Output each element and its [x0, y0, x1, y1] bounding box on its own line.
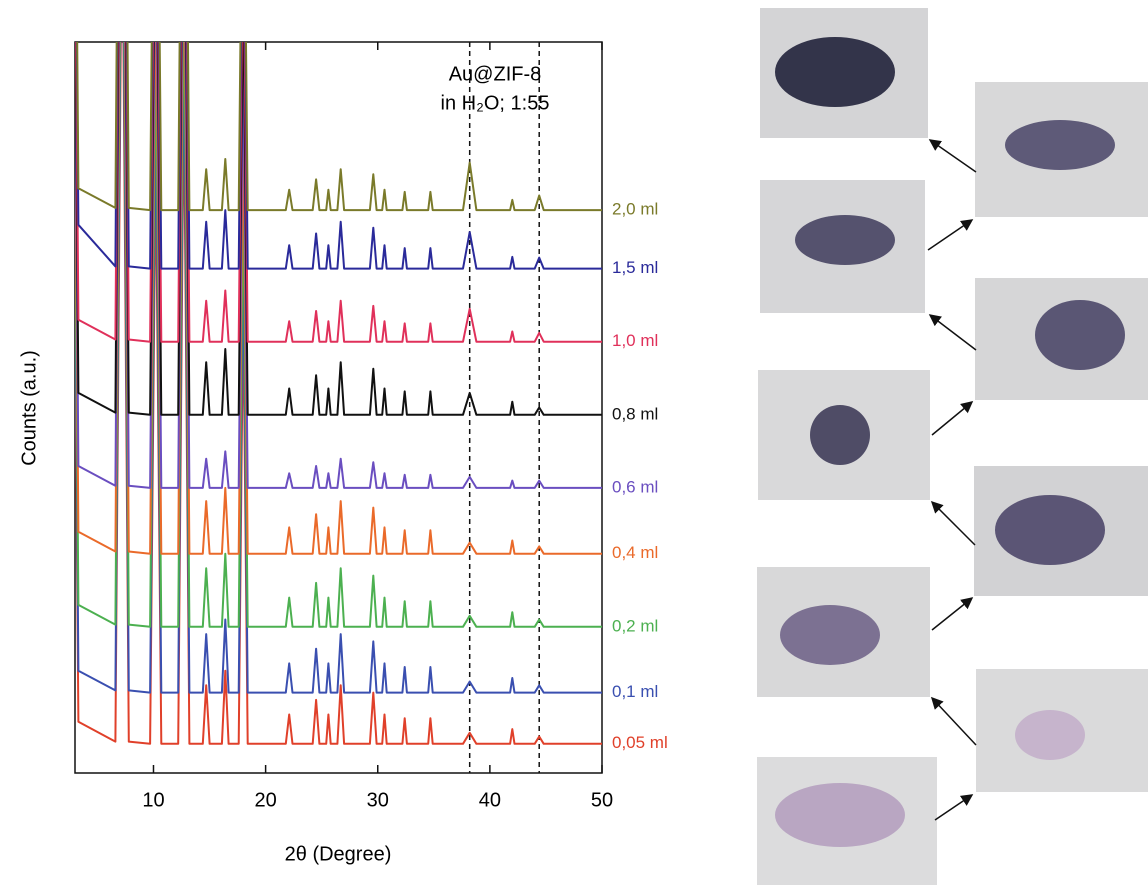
- series-line: [75, 42, 602, 270]
- powder: [775, 37, 895, 107]
- annotation: in H₂O; 1:55: [441, 92, 550, 114]
- series-label: 1,0 ml: [612, 331, 658, 350]
- x-tick-label: 10: [142, 789, 164, 811]
- arrow: [928, 314, 977, 351]
- series-label: 0,05 ml: [612, 733, 668, 752]
- x-axis-label: 2θ (Degree): [285, 843, 392, 865]
- series-line: [75, 42, 602, 555]
- annotation: Au@ZIF-8: [449, 63, 542, 85]
- arrows: [927, 139, 977, 821]
- series-label: 1,5 ml: [612, 258, 658, 277]
- x-tick-label: 50: [591, 789, 613, 811]
- x-tick-label: 20: [254, 789, 276, 811]
- powder: [1005, 120, 1115, 170]
- series-line: [75, 42, 602, 416]
- arrow: [930, 696, 977, 746]
- y-axis-label: Counts (a.u.): [18, 350, 40, 466]
- arrow: [930, 500, 976, 546]
- powder: [810, 405, 870, 465]
- series-line: [75, 42, 602, 489]
- photos: [757, 8, 1148, 885]
- series-label: 0,2 ml: [612, 616, 658, 635]
- series-line: [76, 42, 602, 212]
- arrow: [927, 219, 974, 251]
- arrow: [931, 401, 974, 436]
- powder: [1035, 300, 1125, 370]
- arrow: [928, 139, 977, 173]
- series-label: 0,8 ml: [612, 404, 658, 423]
- plot-area: [75, 42, 602, 773]
- powder: [775, 783, 905, 847]
- series-label: 0,6 ml: [612, 477, 658, 496]
- arrow: [931, 597, 974, 631]
- arrow: [934, 794, 974, 821]
- series-label: 0,1 ml: [612, 682, 658, 701]
- powder: [795, 215, 895, 265]
- series-label: 0,4 ml: [612, 543, 658, 562]
- powder: [1015, 710, 1085, 760]
- x-tick-label: 40: [479, 789, 501, 811]
- powder: [995, 495, 1105, 565]
- series-label: 2,0 ml: [612, 200, 658, 219]
- powder: [780, 605, 880, 665]
- x-tick-label: 30: [367, 789, 389, 811]
- series-line: [75, 42, 602, 343]
